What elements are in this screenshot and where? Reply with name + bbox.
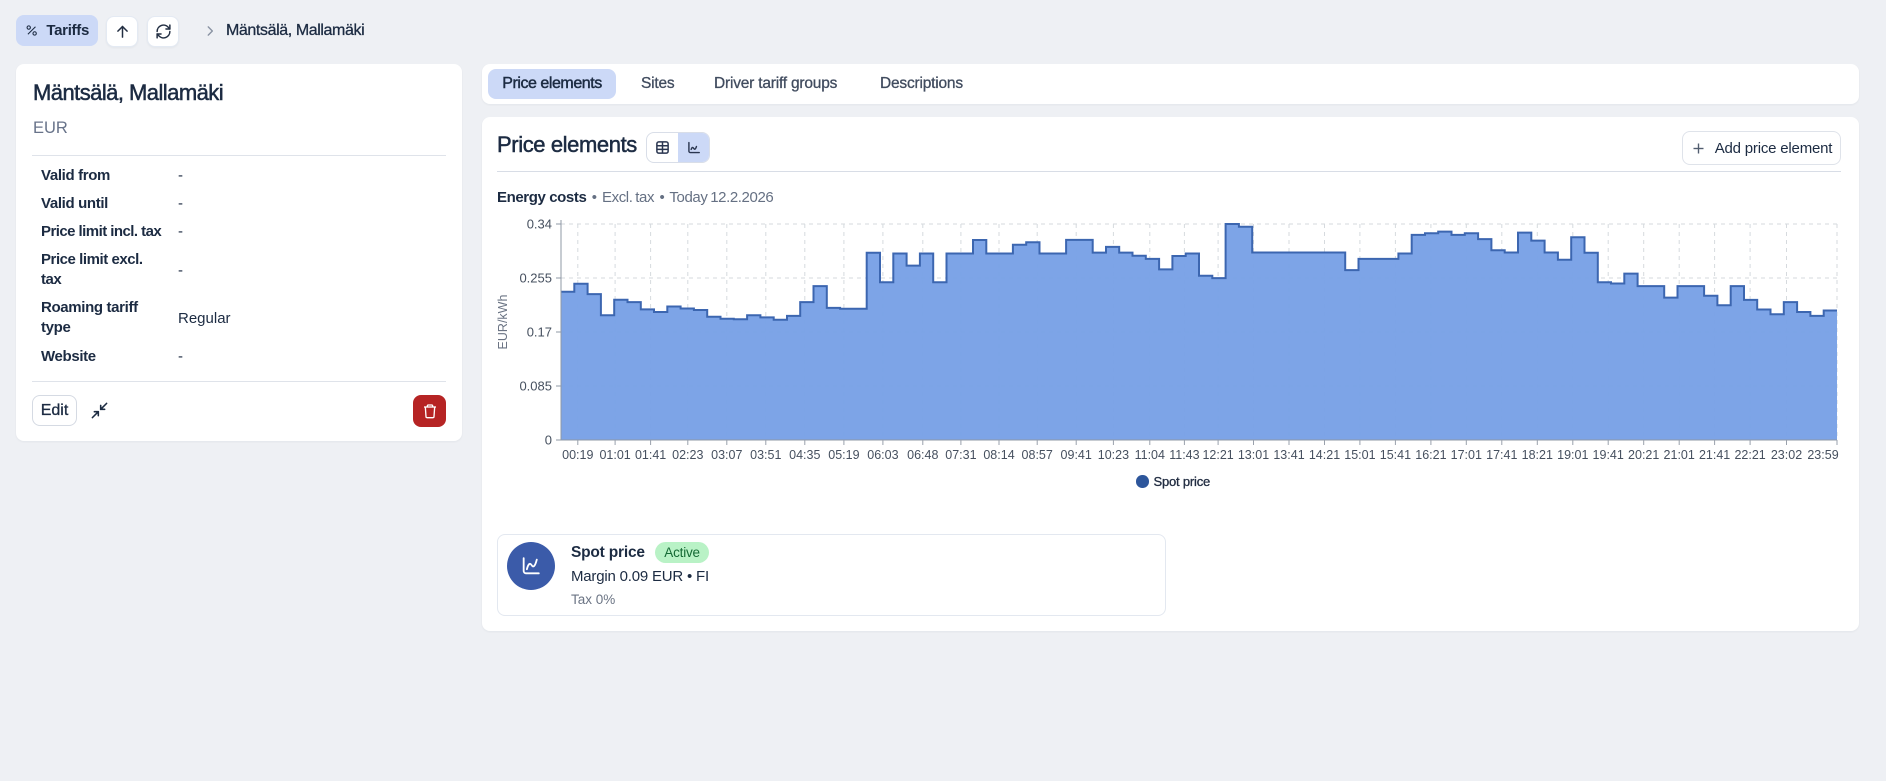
svg-text:01:41: 01:41 <box>635 448 666 462</box>
svg-text:08:57: 08:57 <box>1022 448 1053 462</box>
svg-text:20:21: 20:21 <box>1628 448 1659 462</box>
svg-text:03:07: 03:07 <box>711 448 742 462</box>
svg-text:17:01: 17:01 <box>1451 448 1482 462</box>
svg-text:09:41: 09:41 <box>1061 448 1092 462</box>
svg-text:21:41: 21:41 <box>1699 448 1730 462</box>
svg-text:14:21: 14:21 <box>1309 448 1340 462</box>
svg-text:12:21: 12:21 <box>1202 448 1233 462</box>
svg-text:03:51: 03:51 <box>750 448 781 462</box>
svg-text:06:03: 06:03 <box>867 448 898 462</box>
svg-text:0: 0 <box>545 433 552 448</box>
svg-text:13:01: 13:01 <box>1238 448 1269 462</box>
svg-text:11:04: 11:04 <box>1135 448 1165 462</box>
svg-text:18:21: 18:21 <box>1522 448 1553 462</box>
svg-text:19:01: 19:01 <box>1557 448 1588 462</box>
svg-text:22:21: 22:21 <box>1734 448 1765 462</box>
svg-text:05:19: 05:19 <box>828 448 859 462</box>
svg-text:23:02: 23:02 <box>1771 448 1802 462</box>
svg-text:11:43: 11:43 <box>1169 448 1199 462</box>
svg-text:0.34: 0.34 <box>527 217 552 232</box>
svg-text:17:41: 17:41 <box>1486 448 1517 462</box>
svg-text:15:41: 15:41 <box>1380 448 1411 462</box>
svg-text:10:23: 10:23 <box>1098 448 1129 462</box>
svg-text:0.17: 0.17 <box>527 325 552 340</box>
svg-text:16:21: 16:21 <box>1415 448 1446 462</box>
svg-text:23:59: 23:59 <box>1807 448 1838 462</box>
svg-text:01:01: 01:01 <box>599 448 630 462</box>
svg-text:15:01: 15:01 <box>1344 448 1375 462</box>
svg-text:13:41: 13:41 <box>1273 448 1304 462</box>
svg-text:0.255: 0.255 <box>519 271 552 286</box>
svg-text:00:19: 00:19 <box>562 448 593 462</box>
svg-text:21:01: 21:01 <box>1664 448 1695 462</box>
svg-text:19:41: 19:41 <box>1593 448 1624 462</box>
svg-text:EUR/kWh: EUR/kWh <box>496 295 510 350</box>
svg-text:06:48: 06:48 <box>907 448 938 462</box>
svg-text:0.085: 0.085 <box>519 379 552 394</box>
svg-text:04:35: 04:35 <box>789 448 820 462</box>
svg-text:07:31: 07:31 <box>945 448 976 462</box>
svg-text:02:23: 02:23 <box>672 448 703 462</box>
svg-text:08:14: 08:14 <box>983 448 1014 462</box>
